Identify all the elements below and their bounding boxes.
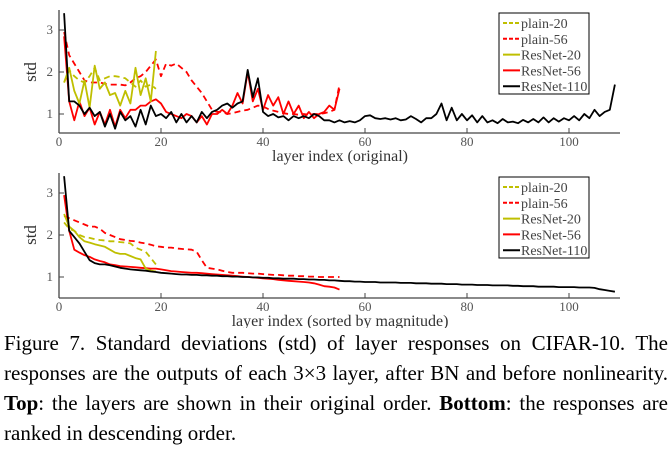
legend-label: ResNet-20 <box>521 49 581 64</box>
y-tick-label: 3 <box>47 185 54 200</box>
x-tick-label: 80 <box>461 134 474 149</box>
x-axis-label: layer index (sorted by magnitude) <box>232 313 449 328</box>
y-tick-label: 2 <box>47 64 54 79</box>
y-tick-label: 1 <box>47 269 54 284</box>
series-line-plain-20 <box>63 66 157 90</box>
series-line-plain-56 <box>63 31 341 116</box>
legend: plain-20plain-56ResNet-20ResNet-56ResNet… <box>498 176 590 259</box>
legend-label: plain-20 <box>521 181 568 196</box>
y-axis-label: std <box>21 62 40 82</box>
x-tick-label: 100 <box>559 134 579 149</box>
x-tick-label: 0 <box>56 134 63 149</box>
series-line-resnet-110 <box>63 176 616 293</box>
series-line-resnet-110 <box>63 13 616 130</box>
x-tick-label: 20 <box>155 134 168 149</box>
x-tick-label: 20 <box>155 299 168 314</box>
x-tick-label: 100 <box>559 299 579 314</box>
y-tick-label: 1 <box>47 106 54 121</box>
legend-label: ResNet-110 <box>521 80 587 95</box>
caption-text: Figure 7. Standard deviations (std) of l… <box>4 331 668 385</box>
series-line-resnet-56 <box>63 36 341 128</box>
legend: plain-20plain-56ResNet-20ResNet-56ResNet… <box>498 12 590 95</box>
x-tick-label: 40 <box>257 299 270 314</box>
series-line-resnet-20 <box>63 50 157 109</box>
caption-top-label: Top <box>4 391 39 415</box>
y-axis-label: std <box>21 225 40 245</box>
legend-label: plain-56 <box>521 33 568 48</box>
x-axis-label: layer index (original) <box>272 148 408 165</box>
legend-label: ResNet-56 <box>521 64 581 79</box>
x-tick-label: 60 <box>359 299 372 314</box>
caption-text: : the responses are ranked in descending… <box>4 391 668 445</box>
y-tick-label: 2 <box>47 227 54 242</box>
series-line-plain-20 <box>63 221 157 265</box>
figure-caption: Figure 7. Standard deviations (std) of l… <box>4 328 668 448</box>
legend-box <box>498 12 590 95</box>
x-tick-label: 60 <box>359 134 372 149</box>
legend-label: plain-20 <box>521 17 568 32</box>
legend-label: ResNet-20 <box>521 213 581 228</box>
legend-label: plain-56 <box>521 197 568 212</box>
caption-bottom-label: Bottom <box>439 391 506 415</box>
series-line-plain-56 <box>63 215 340 278</box>
bottom-chart: 0 20 40 60 80 100 1 2 3 layer index (sorted by ma… <box>21 173 620 328</box>
legend-box <box>498 176 590 259</box>
y-tick-label: 3 <box>47 22 54 37</box>
series-line-resnet-20 <box>63 213 157 273</box>
x-tick-label: 0 <box>56 299 63 314</box>
top-chart: 0 20 40 60 80 100 1 2 3 layer index (original) std… <box>21 10 620 165</box>
legend-label: ResNet-56 <box>521 228 581 243</box>
legend-label: ResNet-110 <box>521 244 587 259</box>
x-tick-label: 40 <box>257 134 270 149</box>
caption-text: : the layers are shown in their original… <box>38 391 440 415</box>
x-tick-label: 80 <box>461 299 474 314</box>
